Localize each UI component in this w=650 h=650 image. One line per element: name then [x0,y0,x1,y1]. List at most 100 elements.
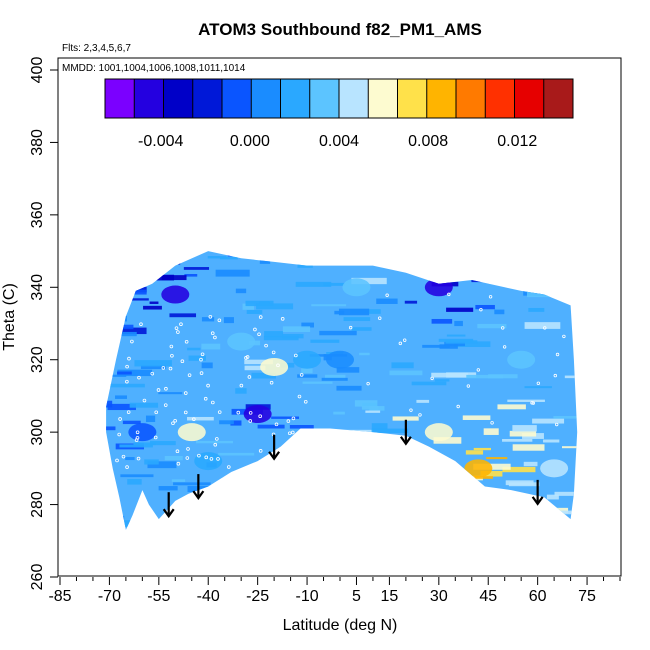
field-streak [413,507,447,514]
observation-point [239,383,244,388]
field-streak [273,530,286,536]
observation-point [156,388,161,392]
colorbar-swatch [134,79,164,118]
field-streak [235,288,247,294]
observation-point [126,410,131,414]
colorbar-swatch [397,79,428,118]
observation-point [418,413,422,417]
field-streak [453,341,491,348]
field-streak [526,290,552,298]
field-streak [106,272,122,280]
observation-point [555,352,560,357]
colorbar-tick-label: -0.004 [138,133,183,150]
field-streak [271,508,289,515]
field-streak [338,308,370,316]
x-tick-label: 30 [430,588,448,605]
down-arrow [192,474,205,500]
field-streak [351,277,387,285]
observation-point [213,442,218,447]
field-cell [464,459,493,478]
observation-point [118,417,122,421]
field-streak [444,341,465,347]
field-streak [537,275,551,280]
field-streak [246,309,263,314]
field-streak [539,510,577,515]
field-streak [301,241,320,246]
field-streak [336,470,372,474]
dates-annotation: MMDD: 1001,1004,1006,1008,1011,1014 [62,63,246,74]
observation-point [206,383,210,388]
observation-point [502,345,507,349]
field-streak [133,442,156,446]
field-streak [554,491,578,496]
field-streak [230,420,242,426]
field-streak [382,498,416,502]
field-streak [526,509,540,516]
field-streak [543,439,560,443]
observation-point [257,332,261,337]
field-streak [256,303,294,310]
field-streak [106,276,112,282]
field-streak [321,377,348,381]
y-tick-label: 380 [29,129,46,156]
field-streak [123,298,149,301]
observation-point [378,316,382,320]
observation-point [385,293,389,297]
observation-point [217,318,222,323]
field-streak [183,267,210,270]
observation-point [142,398,147,403]
plot-frame [57,57,622,577]
field-streak [422,344,450,348]
field-streak [311,520,337,523]
field-streak [421,527,453,530]
field-streak [289,425,314,429]
observation-point [501,326,505,330]
field-streak [101,247,121,249]
down-arrow [399,419,412,446]
field-streak [335,429,373,437]
observation-point [253,327,257,332]
y-tick-label: 280 [29,491,46,518]
observation-point [169,344,174,349]
flights-annotation: Flts: 2,3,4,5,6,7 [62,43,131,54]
field-streak [512,425,537,432]
field-streak [129,402,159,408]
field-streak [553,415,578,419]
field-streak [218,452,255,456]
observation-point [409,408,413,412]
colorbar-swatch [339,79,369,118]
field-streak [295,281,332,287]
field-cell [243,405,272,424]
field-streak [222,477,239,482]
field-cell [326,350,354,369]
observation-point [192,417,196,422]
observation-point [186,447,190,451]
field-streak [263,335,299,341]
field-streak [134,360,172,367]
field-streak [416,399,430,403]
colorbar-swatch [309,79,340,118]
field-streak [223,317,234,324]
x-tick-label: 75 [578,588,596,605]
field-streak [106,400,113,408]
observation-point [136,456,141,461]
field-streak [508,482,540,487]
observation-point [154,410,159,415]
x-tick-label: -85 [48,588,71,605]
field-streak [507,399,545,402]
field-streak [276,521,291,526]
field-streak [174,513,205,519]
field-streak [107,403,136,411]
field-streak [259,301,270,304]
observation-point [476,368,481,372]
colorbar-tick-label: 0.012 [497,133,537,150]
observation-point [562,334,566,339]
field-streak [201,343,221,350]
field-streak [154,244,166,247]
colorbar-swatch [280,79,311,118]
y-tick-label: 400 [29,57,46,84]
colorbar-swatch [456,79,486,118]
field-streak [434,497,449,504]
colorbar-swatch [368,79,398,118]
observation-point [555,422,559,427]
